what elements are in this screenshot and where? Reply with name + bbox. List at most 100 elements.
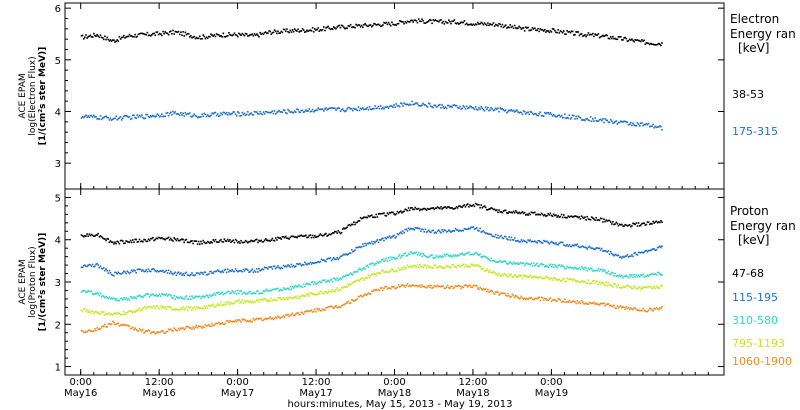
electron-point-175-315 — [345, 110, 347, 112]
electron-point-175-315 — [547, 112, 549, 114]
proton-point-795-1193 — [481, 268, 484, 271]
electron-point-38-53 — [385, 21, 388, 24]
proton-point-47-68 — [282, 236, 285, 238]
proton-point-115-195 — [149, 270, 152, 273]
proton-point-1060-1900 — [369, 293, 372, 295]
proton-point-115-195 — [486, 232, 488, 234]
proton-point-115-195 — [519, 241, 522, 243]
proton-point-795-1193 — [166, 305, 169, 308]
electron-point-38-53 — [431, 22, 433, 25]
electron-point-38-53 — [384, 22, 386, 25]
proton-point-795-1193 — [270, 297, 273, 300]
proton-point-1060-1900 — [481, 289, 484, 291]
proton-y-tick-label-4: 4 — [55, 236, 61, 247]
proton-point-1060-1900 — [429, 286, 431, 289]
proton-point-310-580 — [263, 290, 266, 293]
electron-point-38-53 — [268, 30, 270, 32]
proton-point-310-580 — [84, 289, 86, 292]
electron-point-38-53 — [286, 28, 288, 30]
proton-point-795-1193 — [576, 279, 578, 282]
proton-point-1060-1900 — [202, 325, 204, 328]
proton-point-1060-1900 — [641, 309, 643, 312]
proton-point-47-68 — [567, 215, 570, 217]
electron-point-175-315 — [305, 109, 307, 111]
electron-point-175-315 — [535, 113, 537, 115]
proton-point-115-195 — [312, 262, 315, 264]
electron-point-175-315 — [339, 110, 342, 113]
proton-point-47-68 — [214, 238, 217, 241]
proton-point-310-580 — [496, 261, 498, 263]
proton-point-795-1193 — [585, 282, 587, 284]
electron-point-38-53 — [638, 40, 641, 42]
proton-ylabel-line-1: ACE EPAM — [18, 259, 28, 304]
proton-point-47-68 — [483, 205, 486, 207]
proton-point-1060-1900 — [122, 323, 124, 326]
proton-point-795-1193 — [479, 265, 481, 268]
proton-point-47-68 — [118, 242, 121, 245]
proton-point-795-1193 — [287, 298, 289, 300]
proton-point-115-195 — [344, 253, 346, 256]
proton-point-310-580 — [387, 257, 390, 259]
proton-point-115-195 — [653, 248, 655, 250]
proton-point-310-580 — [348, 273, 351, 276]
proton-point-115-195 — [263, 266, 266, 269]
electron-point-38-53 — [509, 24, 511, 26]
electron-point-38-53 — [569, 31, 572, 34]
proton-point-115-195 — [307, 262, 309, 265]
proton-point-47-68 — [229, 239, 231, 241]
electron-point-175-315 — [235, 115, 238, 117]
proton-point-1060-1900 — [462, 286, 465, 289]
proton-point-310-580 — [393, 257, 395, 259]
proton-point-115-195 — [96, 262, 98, 265]
electron-point-175-315 — [470, 106, 472, 108]
electron-point-175-315 — [554, 115, 556, 117]
proton-point-115-195 — [518, 241, 520, 243]
electron-point-38-53 — [596, 34, 599, 36]
electron-point-38-53 — [187, 33, 190, 35]
proton-point-795-1193 — [453, 265, 456, 268]
electron-point-38-53 — [439, 19, 441, 22]
proton-point-795-1193 — [293, 296, 296, 299]
proton-point-47-68 — [333, 232, 335, 234]
proton-point-1060-1900 — [384, 286, 386, 288]
proton-point-47-68 — [389, 212, 392, 214]
proton-point-795-1193 — [327, 291, 329, 294]
proton-point-795-1193 — [592, 280, 594, 282]
proton-point-47-68 — [655, 220, 658, 223]
proton-point-310-580 — [503, 260, 506, 262]
proton-point-115-195 — [401, 232, 403, 235]
electron-point-38-53 — [243, 34, 246, 37]
proton-point-1060-1900 — [273, 317, 276, 320]
proton-point-310-580 — [203, 296, 206, 299]
proton-point-795-1193 — [555, 278, 557, 280]
proton-point-795-1193 — [641, 287, 643, 289]
proton-point-310-580 — [381, 259, 383, 261]
electron-point-38-53 — [471, 24, 473, 26]
proton-point-115-195 — [646, 250, 649, 253]
electron-point-175-315 — [557, 114, 559, 117]
electron-point-38-53 — [602, 34, 604, 37]
proton-point-115-195 — [109, 272, 112, 274]
proton-point-115-195 — [286, 265, 288, 268]
proton-point-1060-1900 — [211, 323, 213, 325]
proton-point-310-580 — [563, 266, 565, 268]
proton-point-115-195 — [644, 250, 647, 252]
electron-point-175-315 — [559, 116, 562, 118]
proton-point-47-68 — [273, 239, 276, 242]
electron-point-175-315 — [304, 110, 306, 113]
proton-point-795-1193 — [568, 278, 571, 281]
proton-point-795-1193 — [614, 283, 616, 285]
proton-point-47-68 — [103, 237, 105, 240]
proton-point-115-195 — [538, 239, 540, 242]
proton-point-115-195 — [444, 229, 447, 232]
proton-point-47-68 — [175, 239, 178, 242]
proton-point-310-580 — [190, 298, 192, 300]
proton-point-1060-1900 — [136, 329, 139, 332]
proton-point-1060-1900 — [219, 323, 221, 326]
proton-point-795-1193 — [395, 270, 398, 272]
x-tick-time-label: 12:00 — [302, 377, 331, 388]
proton-point-1060-1900 — [126, 324, 129, 327]
proton-point-47-68 — [193, 240, 196, 242]
proton-point-115-195 — [528, 240, 530, 242]
proton-point-47-68 — [270, 239, 273, 241]
